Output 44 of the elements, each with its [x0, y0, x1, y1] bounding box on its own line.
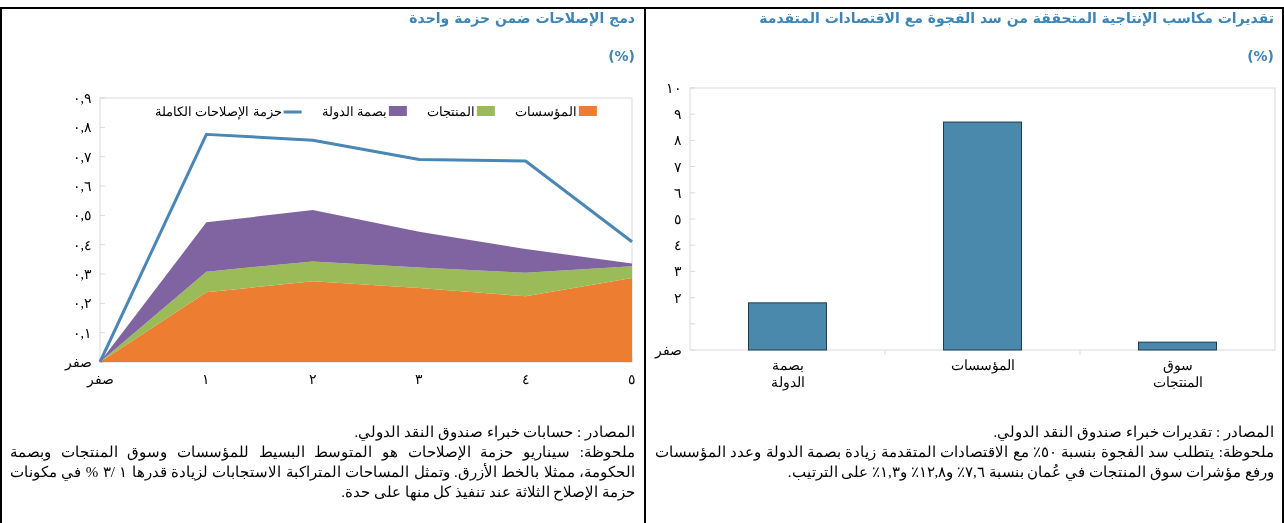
legend-label: المؤسسات [514, 104, 577, 120]
y-tick-label: ٠,٢ [72, 296, 92, 312]
legend-label: المنتجات [426, 104, 475, 119]
bar [943, 121, 1022, 351]
y-tick-label: ٩ [674, 107, 682, 123]
bar [1138, 341, 1217, 351]
text: ملحوظة: سيناريو حزمة الإصلاحات هو المتوسط البسيط للمؤسسات وسوق المنتجات وبصمة الحكومة، ممثلا بالخط الأزرق. وتمثل المساحات المتراكبة الاستجابات لزيادة قدرها ١ /٣ % في مكونات حزمة الإصلاح الثلاثة عند تنفيذ كل منها على حدة. [10, 443, 636, 502]
x-tick-label: المؤسسات [950, 358, 1015, 374]
y-tick-label: ٧ [674, 159, 682, 175]
y-tick-label: ٨ [674, 133, 682, 149]
legend-label: بصمة الدولة [321, 104, 387, 120]
y-tick-label: ٠,٤ [72, 237, 92, 253]
x-tick-label: ٥ [628, 372, 636, 387]
y-tick-label: ١٠ [666, 81, 682, 96]
chart-title: دمج الإصلاحات ضمن حزمة واحدة [408, 10, 635, 26]
x-tick-label: صفر [85, 372, 114, 388]
chart-subtitle: (%) [607, 48, 635, 64]
x-tick-label: سوق المنتجات [1152, 358, 1203, 390]
legend-label: حزمة الإصلاحات الكاملة [155, 104, 282, 120]
y-tick-label: صفر [654, 343, 682, 359]
x-tick-label: ٣ [415, 372, 424, 387]
text: المصادر : تقديرات خبراء صندوق النقد الدولي. [992, 423, 1274, 442]
y-tick-label: ٠,٨ [72, 120, 92, 136]
chart-subtitle: (%) [1246, 48, 1274, 64]
bar [748, 302, 827, 351]
y-tick-label: ٠,١ [72, 325, 92, 341]
y-tick-label: ٢ [674, 290, 682, 306]
x-tick-label: ١ [202, 372, 211, 387]
y-tick-label: ٠,٧ [72, 149, 92, 165]
chart-title: تقديرات مكاسب الإنتاجية المتحققة من سد الفجوة مع الاقتصادات المتقدمة [758, 10, 1274, 26]
x-tick-label: ٤ [521, 372, 530, 387]
y-tick-label: ٦ [674, 185, 682, 201]
y-tick-label: ٠,٥ [72, 208, 92, 224]
x-tick-label: بصمة الدولة [770, 358, 805, 391]
y-tick-label: ٠,٦ [72, 179, 92, 194]
y-tick-label: ٣ [674, 264, 682, 280]
text: ملحوظة: يتطلب سد الفجوة بنسبة ٥٠٪ مع الاقتصادات المتقدمة زيادة بصمة الدولة وعدد المؤسسات ورفع مؤشرات سوق المنتجات في عُمان بنسبة ٧,٦٪ و١٢,٨٪ و١,٣٪ على الترتيب. [655, 443, 1275, 482]
x-tick-label: ٢ [308, 372, 317, 387]
text: المصادر : حسابات خبراء صندوق النقد الدولي. [353, 423, 635, 442]
y-tick-label: ٥ [674, 212, 682, 227]
y-tick-label: ٠,٣ [72, 267, 92, 282]
y-tick-label: ٤ [674, 238, 682, 254]
y-tick-label: ٠,٩ [72, 91, 92, 106]
line-series [98, 132, 634, 364]
